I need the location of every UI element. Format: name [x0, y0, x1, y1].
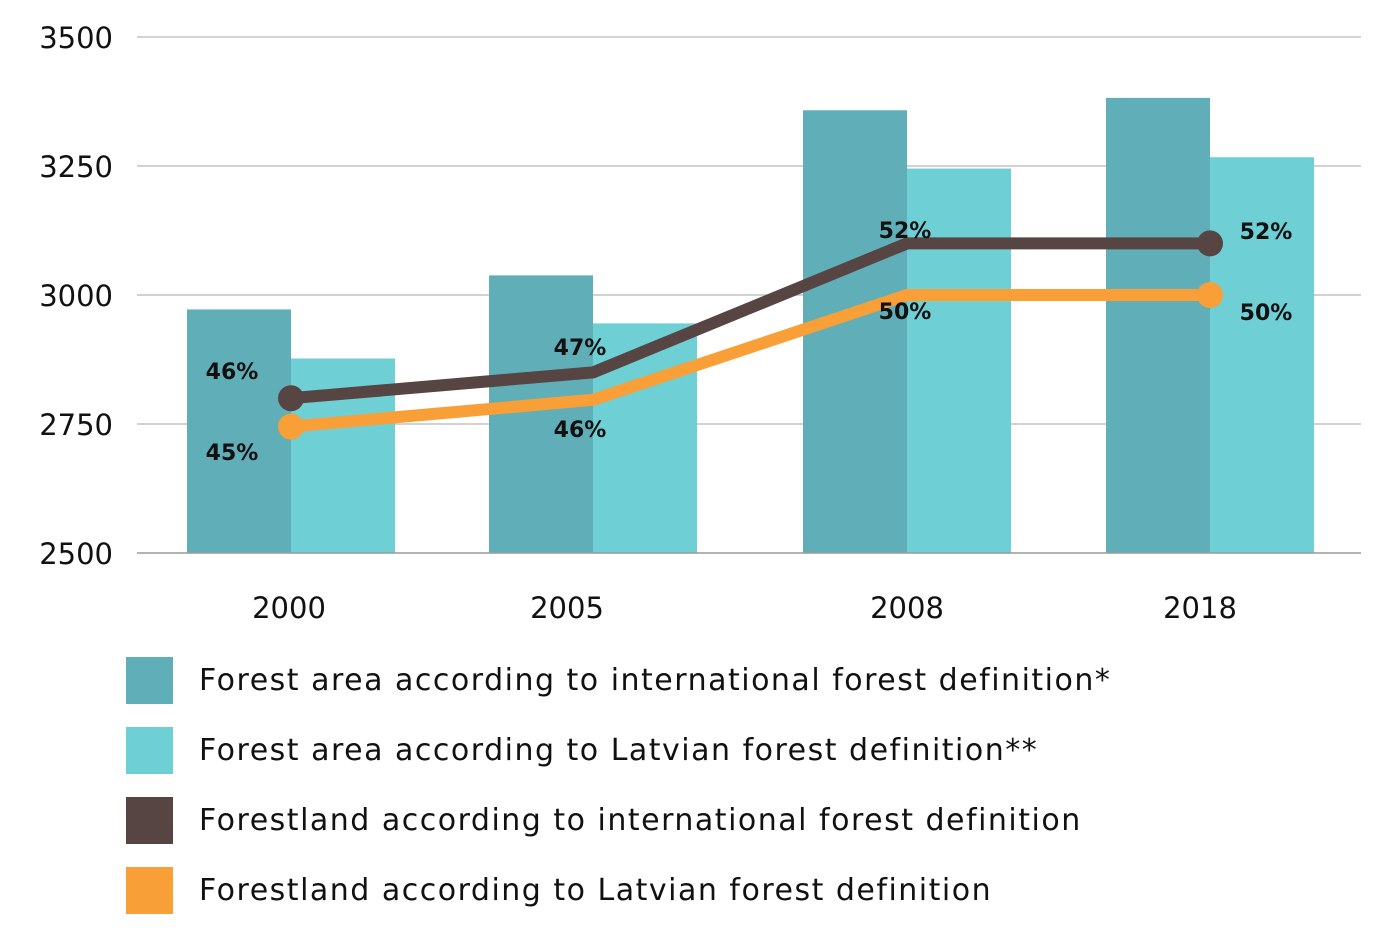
x-tick-label: 2018 — [1163, 591, 1237, 625]
legend-item-latvian-forestland: Forestland according to Latvian forest d… — [126, 867, 1111, 914]
pct-label-international: 46% — [206, 360, 259, 385]
x-tick-label: 2005 — [530, 591, 604, 625]
pct-label-international: 52% — [1240, 220, 1293, 245]
bar-international-forest-area — [489, 275, 593, 553]
pct-label-latvian: 46% — [554, 418, 607, 443]
x-tick-label: 2000 — [252, 591, 326, 625]
bar-international-forest-area — [1106, 97, 1210, 553]
bar-international-forest-area — [803, 110, 907, 553]
legend-swatch — [126, 797, 173, 844]
y-tick-label: 3000 — [39, 279, 113, 313]
percent-labels: 46% 47% 52% 52% 45% 46% 50% 50% — [206, 219, 1293, 466]
pct-label-international: 47% — [554, 336, 607, 361]
y-tick-label: 3500 — [39, 21, 113, 55]
bars — [187, 97, 1314, 553]
legend-label: Forest area according to Latvian forest … — [199, 733, 1039, 768]
pct-label-latvian: 50% — [1240, 301, 1293, 326]
legend-label: Forestland according to Latvian forest d… — [199, 873, 993, 908]
legend-label: Forestland according to international fo… — [199, 803, 1082, 838]
chart-svg: 2500 2750 3000 3250 3500 2000 2005 2008 2018 46… — [39, 21, 1361, 625]
pct-label-international: 52% — [879, 219, 932, 244]
bar-international-forest-area — [187, 309, 291, 553]
y-tick-label: 2750 — [39, 408, 113, 442]
legend-item-latvian-forest-area: Forest area according to Latvian forest … — [126, 727, 1111, 774]
x-axis-ticks: 2000 2005 2008 2018 — [252, 591, 1237, 625]
marker-latvian-forestland — [1197, 282, 1223, 308]
marker-international-forestland — [278, 385, 304, 412]
line-latvian-forestland — [285, 289, 1216, 433]
y-tick-label: 2500 — [39, 537, 113, 571]
y-tick-label: 3250 — [39, 150, 113, 184]
legend-label: Forest area according to international f… — [199, 663, 1112, 698]
line-international-forestland — [285, 237, 1216, 405]
lines — [278, 230, 1223, 440]
x-tick-label: 2008 — [870, 591, 944, 625]
y-axis-ticks: 2500 2750 3000 3250 3500 — [39, 21, 113, 571]
legend-item-intl-forestland: Forestland according to international fo… — [126, 797, 1111, 844]
pct-label-latvian: 50% — [879, 300, 932, 325]
legend-swatch — [126, 727, 173, 774]
bar-latvian-forest-area — [593, 323, 697, 553]
legend-swatch — [126, 867, 173, 914]
legend-swatch — [126, 657, 173, 704]
pct-label-latvian: 45% — [206, 441, 259, 466]
marker-international-forestland — [1197, 230, 1223, 257]
legend: Forest area according to international f… — [126, 657, 1111, 937]
bar-latvian-forest-area — [907, 168, 1011, 553]
bar-latvian-forest-area — [1210, 157, 1314, 553]
legend-item-intl-forest-area: Forest area according to international f… — [126, 657, 1111, 704]
marker-latvian-forestland — [278, 413, 304, 440]
